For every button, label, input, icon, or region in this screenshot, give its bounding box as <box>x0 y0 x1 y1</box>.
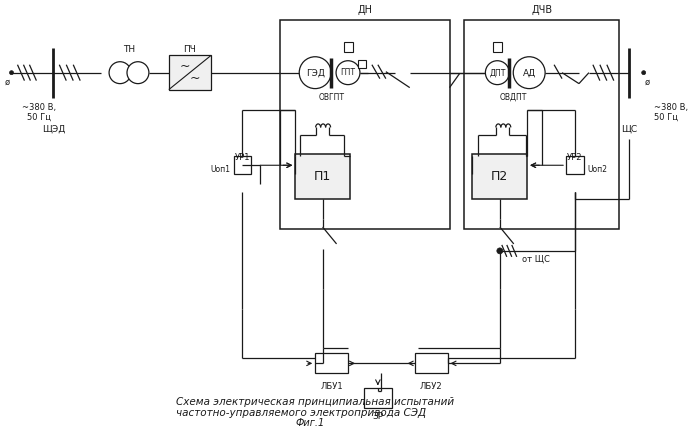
Text: ЩС: ЩС <box>621 125 637 134</box>
Text: ПЧ: ПЧ <box>183 45 196 54</box>
Text: П2: П2 <box>491 170 508 183</box>
Text: ø: ø <box>5 78 10 87</box>
Circle shape <box>497 248 503 254</box>
Text: Схема электрическая принципиальная испытаний: Схема электрическая принципиальная испыт… <box>175 397 454 407</box>
Text: АД: АД <box>523 68 536 77</box>
Text: от ЩС: от ЩС <box>521 254 549 263</box>
Circle shape <box>336 61 360 85</box>
Text: ~380 В,: ~380 В, <box>654 103 688 112</box>
Bar <box>169 55 210 90</box>
Bar <box>566 156 584 174</box>
Text: ОВДПТ: ОВДПТ <box>500 93 527 102</box>
Text: Фиг.1: Фиг.1 <box>296 418 325 428</box>
Circle shape <box>10 71 13 75</box>
Bar <box>344 42 353 52</box>
Bar <box>315 353 348 373</box>
Text: ОВГПТ: ОВГПТ <box>319 93 345 102</box>
Circle shape <box>127 62 149 84</box>
Bar <box>473 154 527 199</box>
Text: ЩЭД: ЩЭД <box>42 125 65 134</box>
Text: ТН: ТН <box>123 45 135 54</box>
Text: ø: ø <box>645 78 650 87</box>
Text: ~: ~ <box>180 60 190 73</box>
Bar <box>233 156 252 174</box>
Circle shape <box>642 71 646 75</box>
Bar <box>295 154 350 199</box>
Text: ЛБУ2: ЛБУ2 <box>420 382 442 391</box>
Text: ГЭД: ГЭД <box>305 68 324 77</box>
Bar <box>464 20 619 229</box>
Text: УР1: УР1 <box>235 153 250 162</box>
Text: 50 Гц: 50 Гц <box>27 113 52 122</box>
Bar <box>280 20 449 229</box>
Circle shape <box>109 62 131 84</box>
Text: ГПТ: ГПТ <box>340 68 356 77</box>
Text: ДН: ДН <box>357 5 373 15</box>
Text: УР2: УР2 <box>567 153 583 162</box>
Text: ~380 В,: ~380 В, <box>22 103 57 112</box>
Text: Uоп1: Uоп1 <box>210 165 231 174</box>
Bar <box>358 60 366 68</box>
Text: ЛБУ1: ЛБУ1 <box>320 382 343 391</box>
Text: 50 Гц: 50 Гц <box>654 113 677 122</box>
Bar <box>493 42 503 52</box>
Circle shape <box>513 57 545 89</box>
Circle shape <box>485 61 510 85</box>
Bar <box>364 388 392 408</box>
Text: ЗР: ЗР <box>373 412 384 420</box>
Text: частотно-управляемого электропривода СЭД: частотно-управляемого электропривода СЭД <box>175 408 426 418</box>
Text: Uоп2: Uоп2 <box>587 165 607 174</box>
Text: П1: П1 <box>314 170 331 183</box>
Text: ДЧВ: ДЧВ <box>531 5 552 15</box>
Text: ~: ~ <box>189 72 200 85</box>
Bar <box>415 353 447 373</box>
Circle shape <box>299 57 331 89</box>
Text: ДПТ: ДПТ <box>489 68 505 77</box>
